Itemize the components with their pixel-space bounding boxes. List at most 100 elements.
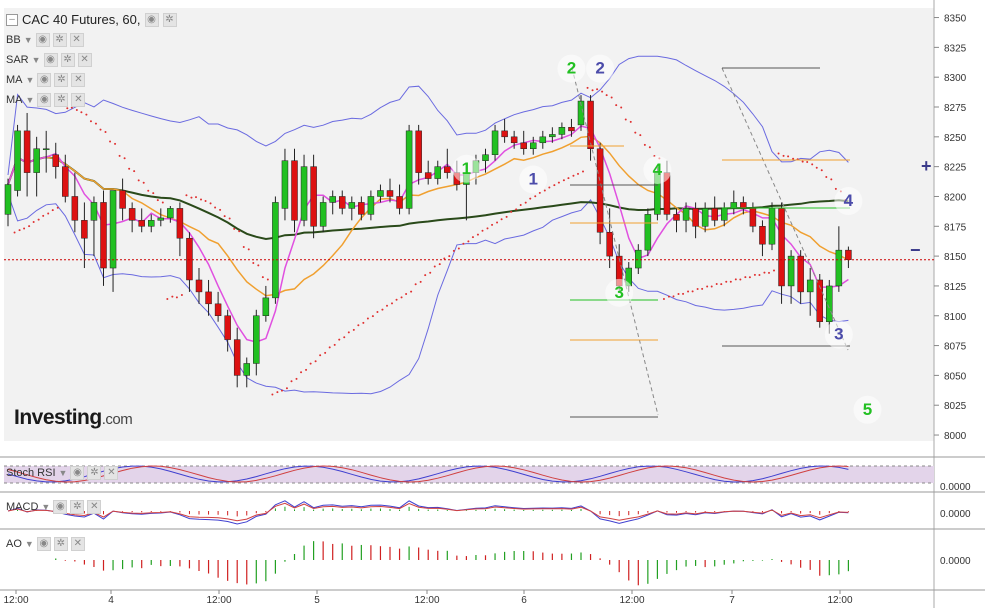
- sar-dot: [314, 360, 317, 363]
- sar-dot: [815, 166, 818, 169]
- indicator-label: MA: [6, 74, 23, 86]
- sar-dot: [491, 223, 494, 226]
- close-icon[interactable]: ✕: [77, 53, 92, 67]
- indicator-ma-1[interactable]: MA ▼ ◉ ✲ ✕: [6, 73, 86, 87]
- sar-dot: [706, 285, 709, 288]
- gear-icon[interactable]: ✲: [60, 53, 75, 67]
- investing-logo: Investing.com: [14, 406, 133, 429]
- candle-body: [558, 127, 566, 135]
- candle-body: [186, 237, 193, 281]
- sar-dot: [481, 229, 484, 232]
- subpanel-macd-header: MACD ▼ ◉ ✲ ✕: [6, 500, 102, 514]
- sar-dot: [214, 206, 217, 209]
- candle-body: [711, 208, 718, 221]
- sar-dot: [471, 236, 474, 239]
- sar-dot: [147, 189, 150, 192]
- candle-body: [52, 154, 59, 167]
- chart-header: – CAC 40 Futures, 60, ◉ ✲: [6, 12, 177, 27]
- sar-dot: [118, 154, 121, 157]
- candle-body: [148, 220, 155, 227]
- sar-dot: [13, 231, 16, 234]
- chevron-down-icon[interactable]: ▼: [23, 35, 33, 45]
- sar-dot: [166, 298, 169, 301]
- candle-body: [176, 208, 184, 239]
- candle-body: [606, 232, 613, 257]
- eye-icon[interactable]: ◉: [35, 33, 50, 47]
- sar-dot: [486, 227, 489, 230]
- sar-dot: [343, 336, 346, 339]
- sar-dot: [758, 274, 761, 277]
- gear-icon[interactable]: ✲: [87, 466, 102, 480]
- sar-dot: [171, 295, 174, 298]
- chevron-down-icon[interactable]: ▼: [25, 75, 35, 85]
- sar-dot: [811, 163, 814, 166]
- chevron-down-icon[interactable]: ▼: [58, 468, 68, 478]
- close-icon[interactable]: ✕: [69, 33, 84, 47]
- eye-icon[interactable]: ◉: [37, 93, 52, 107]
- indicator-bb[interactable]: BB ▼ ◉ ✲ ✕: [6, 33, 84, 47]
- chevron-down-icon[interactable]: ▼: [41, 502, 51, 512]
- sar-dot: [438, 263, 441, 266]
- indicator-sar[interactable]: SAR ▼ ◉ ✲ ✕: [6, 53, 92, 67]
- sar-dot: [734, 278, 737, 281]
- sar-dot: [338, 338, 341, 341]
- sar-dot: [538, 191, 541, 194]
- wave-label: 1: [529, 170, 538, 189]
- bb-lower-line: [7, 193, 849, 395]
- close-icon[interactable]: ✕: [71, 93, 86, 107]
- sar-dot: [505, 215, 508, 218]
- sar-dot: [185, 194, 188, 197]
- chart-title: CAC 40 Futures, 60,: [22, 12, 141, 27]
- gear-icon[interactable]: ✲: [162, 12, 177, 27]
- candle-body: [701, 208, 709, 227]
- eye-icon[interactable]: ◉: [70, 466, 85, 480]
- sar-dot: [152, 192, 155, 195]
- wave-label: 3: [614, 283, 623, 302]
- gear-icon[interactable]: ✲: [52, 33, 67, 47]
- sar-dot: [23, 227, 26, 230]
- gear-icon[interactable]: ✲: [70, 500, 85, 514]
- eye-icon[interactable]: ◉: [36, 537, 51, 551]
- indicator-ma-2[interactable]: MA ▼ ◉ ✲ ✕: [6, 93, 86, 107]
- sar-dot: [42, 214, 45, 217]
- candle-body: [510, 136, 518, 144]
- indicator-label: MA: [6, 94, 23, 106]
- sar-dot: [687, 290, 690, 293]
- close-icon[interactable]: ✕: [87, 500, 102, 514]
- close-icon[interactable]: ✕: [71, 73, 86, 87]
- candle-body: [644, 214, 652, 251]
- gear-icon[interactable]: ✲: [53, 537, 68, 551]
- eye-icon[interactable]: ◉: [37, 73, 52, 87]
- chevron-down-icon[interactable]: ▼: [24, 539, 34, 549]
- candle-body: [138, 220, 145, 227]
- gear-icon[interactable]: ✲: [54, 73, 69, 87]
- sar-dot: [128, 167, 131, 170]
- sar-dot: [156, 199, 159, 202]
- sar-dot: [352, 328, 355, 331]
- sar-dot: [634, 131, 637, 134]
- x-tick-label: 4: [108, 595, 114, 606]
- chevron-down-icon[interactable]: ▼: [31, 55, 41, 65]
- close-icon[interactable]: ✕: [104, 466, 119, 480]
- eye-icon[interactable]: ◉: [53, 500, 68, 514]
- sar-dot: [457, 247, 460, 250]
- candle-body: [109, 190, 117, 269]
- zoom-out-button[interactable]: −: [910, 240, 921, 260]
- close-icon[interactable]: ✕: [70, 537, 85, 551]
- candle-body: [119, 190, 126, 209]
- collapse-icon[interactable]: –: [6, 13, 18, 26]
- chevron-down-icon[interactable]: ▼: [25, 95, 35, 105]
- candle-body: [835, 249, 843, 287]
- zoom-in-button[interactable]: +: [921, 156, 932, 176]
- eye-icon[interactable]: ◉: [144, 12, 159, 27]
- gear-icon[interactable]: ✲: [54, 93, 69, 107]
- sar-dot: [300, 371, 303, 374]
- candle-body: [396, 196, 403, 209]
- sar-dot: [366, 317, 369, 320]
- candle-body: [444, 166, 451, 173]
- sar-dot: [739, 278, 742, 281]
- sar-dot: [443, 257, 446, 260]
- candle-body: [424, 172, 432, 179]
- eye-icon[interactable]: ◉: [43, 53, 58, 67]
- y-tick-label: 8325: [944, 43, 967, 54]
